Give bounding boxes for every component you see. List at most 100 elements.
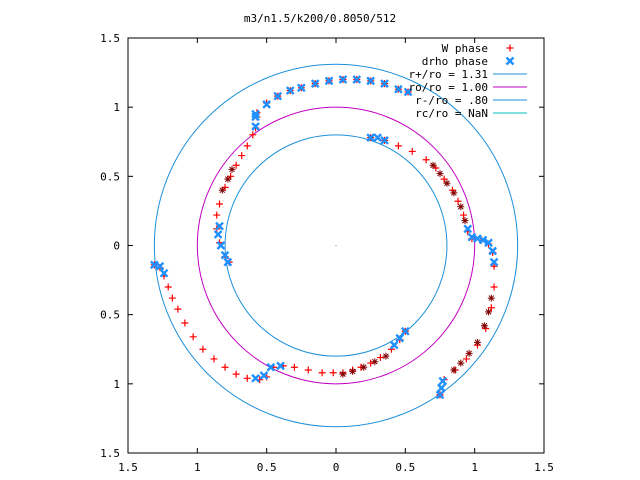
x-tick-label: 1 [194,461,201,474]
data-point [457,359,465,367]
data-point [380,79,389,88]
y-tick-label: 1.5 [100,447,120,460]
legend-label: r+/ro = 1.31 [409,68,488,81]
data-point [216,200,224,208]
data-point [484,238,493,248]
data-point [243,374,251,382]
data-point [259,371,269,380]
x-tick-label: 1.5 [534,461,554,474]
data-point [360,363,368,371]
y-tick-label: 0.5 [100,170,120,183]
origin-dot [335,244,337,247]
radius-circle [196,106,476,385]
data-point [485,308,493,316]
data-point [505,56,515,66]
data-point [181,319,189,327]
data-point [487,304,495,312]
data-point [437,383,446,393]
data-point [339,370,347,378]
data-point [352,75,362,84]
data-point [318,369,326,377]
data-point [304,366,312,374]
data-point [366,76,376,86]
data-point [373,133,382,142]
y-tick-label: 0.5 [100,309,120,322]
data-point [462,355,470,363]
data-point [251,112,260,122]
data-point [349,367,357,375]
data-point [490,283,498,291]
data-point [488,246,498,256]
y-tick-label: 1 [113,101,120,114]
data-point [460,211,468,219]
data-point [164,283,172,291]
data-point [463,224,473,234]
data-point [376,354,384,362]
data-point [480,322,488,330]
data-point [221,363,229,371]
legend-label: W phase [442,42,488,55]
y-tick-label: 1.5 [100,32,120,45]
axis-ticks: 1.5 1 0.5 0 0.5 1 1.51.510.500.511.5 [100,32,554,474]
data-point [223,257,233,267]
data-point [450,189,458,197]
data-point [290,363,298,371]
data-point [389,340,399,350]
data-point [220,250,230,260]
data-point [310,79,320,88]
x-tick-label: 1.5 [118,461,138,474]
data-point [159,268,169,278]
data-point [461,217,469,225]
data-point [251,122,260,131]
data-point [210,355,218,363]
data-point [400,326,410,336]
data-point [338,75,348,84]
data-point [249,131,257,139]
data-point [213,230,223,239]
data-point [266,362,276,372]
data-point [403,87,413,97]
legend-label: rc/ro = NaN [415,107,488,120]
data-point [296,83,306,93]
x-tick-label: 0.5 [395,461,415,474]
data-point [324,76,334,86]
data-point [329,369,337,377]
legend-label: ro/ro = 1.00 [409,81,488,94]
data-point [450,366,458,374]
data-point [435,390,445,400]
data-point [218,186,226,194]
data-point [243,142,251,150]
data-point [465,349,473,357]
data-point [251,109,260,119]
data-point [189,333,197,341]
data-point [380,136,389,145]
y-tick-label: 0 [113,240,120,253]
data-point [155,261,165,271]
data-point [366,133,376,142]
data-point [213,211,221,219]
data-point [478,235,488,245]
data-point [487,294,495,302]
data-point [382,352,390,360]
data-point [454,197,462,205]
radius-circles [153,63,519,428]
data-point [394,84,403,94]
data-point [216,241,226,250]
data-point [506,44,514,52]
radius-circle [153,63,519,428]
data-point [395,333,405,343]
data-point [174,305,182,313]
data-point [285,86,295,95]
data-point [394,142,402,150]
data-point [232,370,240,378]
data-point [436,170,444,178]
data-point [408,147,416,155]
data-point [489,257,499,267]
data-points [149,44,515,400]
data-point [276,361,285,371]
chart-title: m3/n1.5/k200/0.8050/512 [244,12,396,25]
data-point [429,161,437,169]
data-point [443,179,451,187]
